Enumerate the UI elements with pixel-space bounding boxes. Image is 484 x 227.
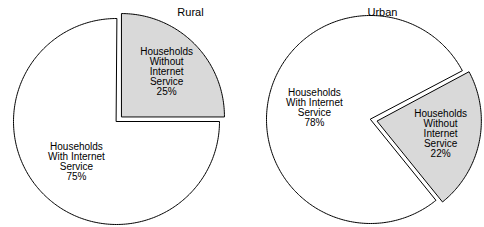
svg-text:HouseholdsWith InternetService: HouseholdsWith InternetService78% bbox=[286, 87, 343, 128]
svg-text:Rural: Rural bbox=[177, 6, 203, 18]
svg-text:HouseholdsWithoutInternetServi: HouseholdsWithoutInternetService25% bbox=[140, 46, 193, 97]
svg-text:Urban: Urban bbox=[368, 6, 398, 18]
svg-text:HouseholdsWithoutInternetServi: HouseholdsWithoutInternetService22% bbox=[414, 108, 467, 159]
svg-text:HouseholdsWith InternetService: HouseholdsWith InternetService75% bbox=[48, 141, 105, 182]
